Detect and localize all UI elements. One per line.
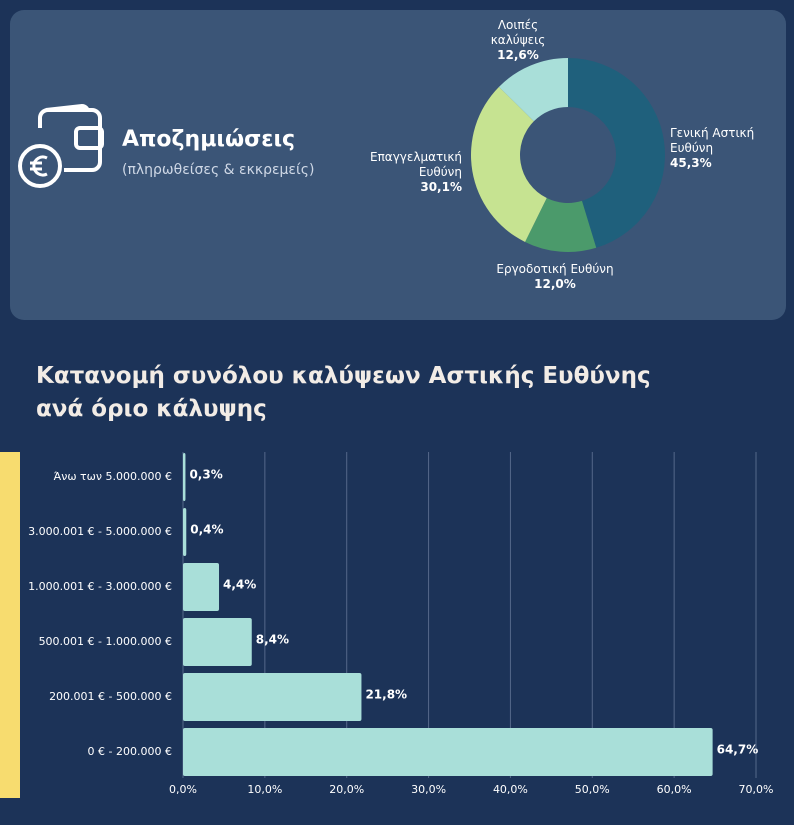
donut-category-label: Λοιπές καλύψεις — [490, 18, 546, 47]
donut-value-label: 30,1% — [420, 180, 462, 194]
donut-value-label: 12,6% — [497, 48, 539, 62]
x-tick-label: 0,0% — [169, 783, 197, 796]
y-tick-label: 3.000.001 € - 5.000.000 € — [28, 525, 172, 538]
bar — [183, 508, 187, 556]
value-label: 0,4% — [190, 523, 223, 537]
value-label: 21,8% — [365, 688, 407, 702]
donut-category-label: Εργοδοτική Ευθύνη — [496, 262, 614, 276]
value-label: 0,3% — [189, 468, 222, 482]
x-tick-label: 10,0% — [247, 783, 282, 796]
donut-category-label: Γενική Αστική Ευθύνη — [670, 126, 755, 155]
donut-segment — [568, 58, 665, 248]
bar — [183, 563, 220, 611]
value-label: 4,4% — [223, 578, 256, 592]
panel-title: Αποζημιώσεις — [122, 127, 295, 152]
donut-value-label: 12,0% — [534, 277, 576, 291]
wallet-icon — [18, 104, 104, 188]
donut-category-label: Επαγγελματική Ευθύνη — [369, 150, 462, 179]
bar-chart-title: Κατανομή συνόλου καλύψεων Αστικής Ευθύνη… — [36, 363, 651, 422]
x-tick-label: 50,0% — [575, 783, 610, 796]
bar — [183, 673, 362, 721]
donut-segment — [498, 58, 568, 122]
bar — [183, 453, 186, 501]
x-tick-label: 20,0% — [329, 783, 364, 796]
accent-strip — [0, 452, 20, 798]
x-tick-label: 30,0% — [411, 783, 446, 796]
donut-value-label: 45,3% — [670, 156, 712, 170]
bar — [183, 728, 713, 776]
y-tick-label: 200.001 € - 500.000 € — [49, 690, 172, 703]
donut-label: Εργοδοτική Ευθύνη 12,0% — [495, 262, 615, 292]
donut-segment — [470, 86, 547, 242]
y-tick-label: 0 € - 200.000 € — [88, 745, 172, 758]
donut-label: Λοιπές καλύψεις 12,6% — [458, 18, 578, 63]
y-tick-label: 500.001 € - 1.000.000 € — [39, 635, 172, 648]
donut-label: Επαγγελματική Ευθύνη 30,1% — [340, 150, 462, 195]
bar — [183, 618, 252, 666]
value-label: 8,4% — [256, 633, 289, 647]
x-tick-label: 60,0% — [657, 783, 692, 796]
value-label: 64,7% — [717, 743, 759, 757]
x-tick-label: 40,0% — [493, 783, 528, 796]
x-tick-label: 70,0% — [739, 783, 774, 796]
y-tick-label: 1.000.001 € - 3.000.000 € — [28, 580, 172, 593]
y-tick-label: Άνω των 5.000.000 € — [54, 470, 172, 483]
panel-subtitle: (πληρωθείσες & εκκρεμείς) — [122, 162, 314, 178]
donut-label: Γενική Αστική Ευθύνη 45,3% — [670, 126, 780, 171]
donut-segment — [525, 198, 597, 252]
